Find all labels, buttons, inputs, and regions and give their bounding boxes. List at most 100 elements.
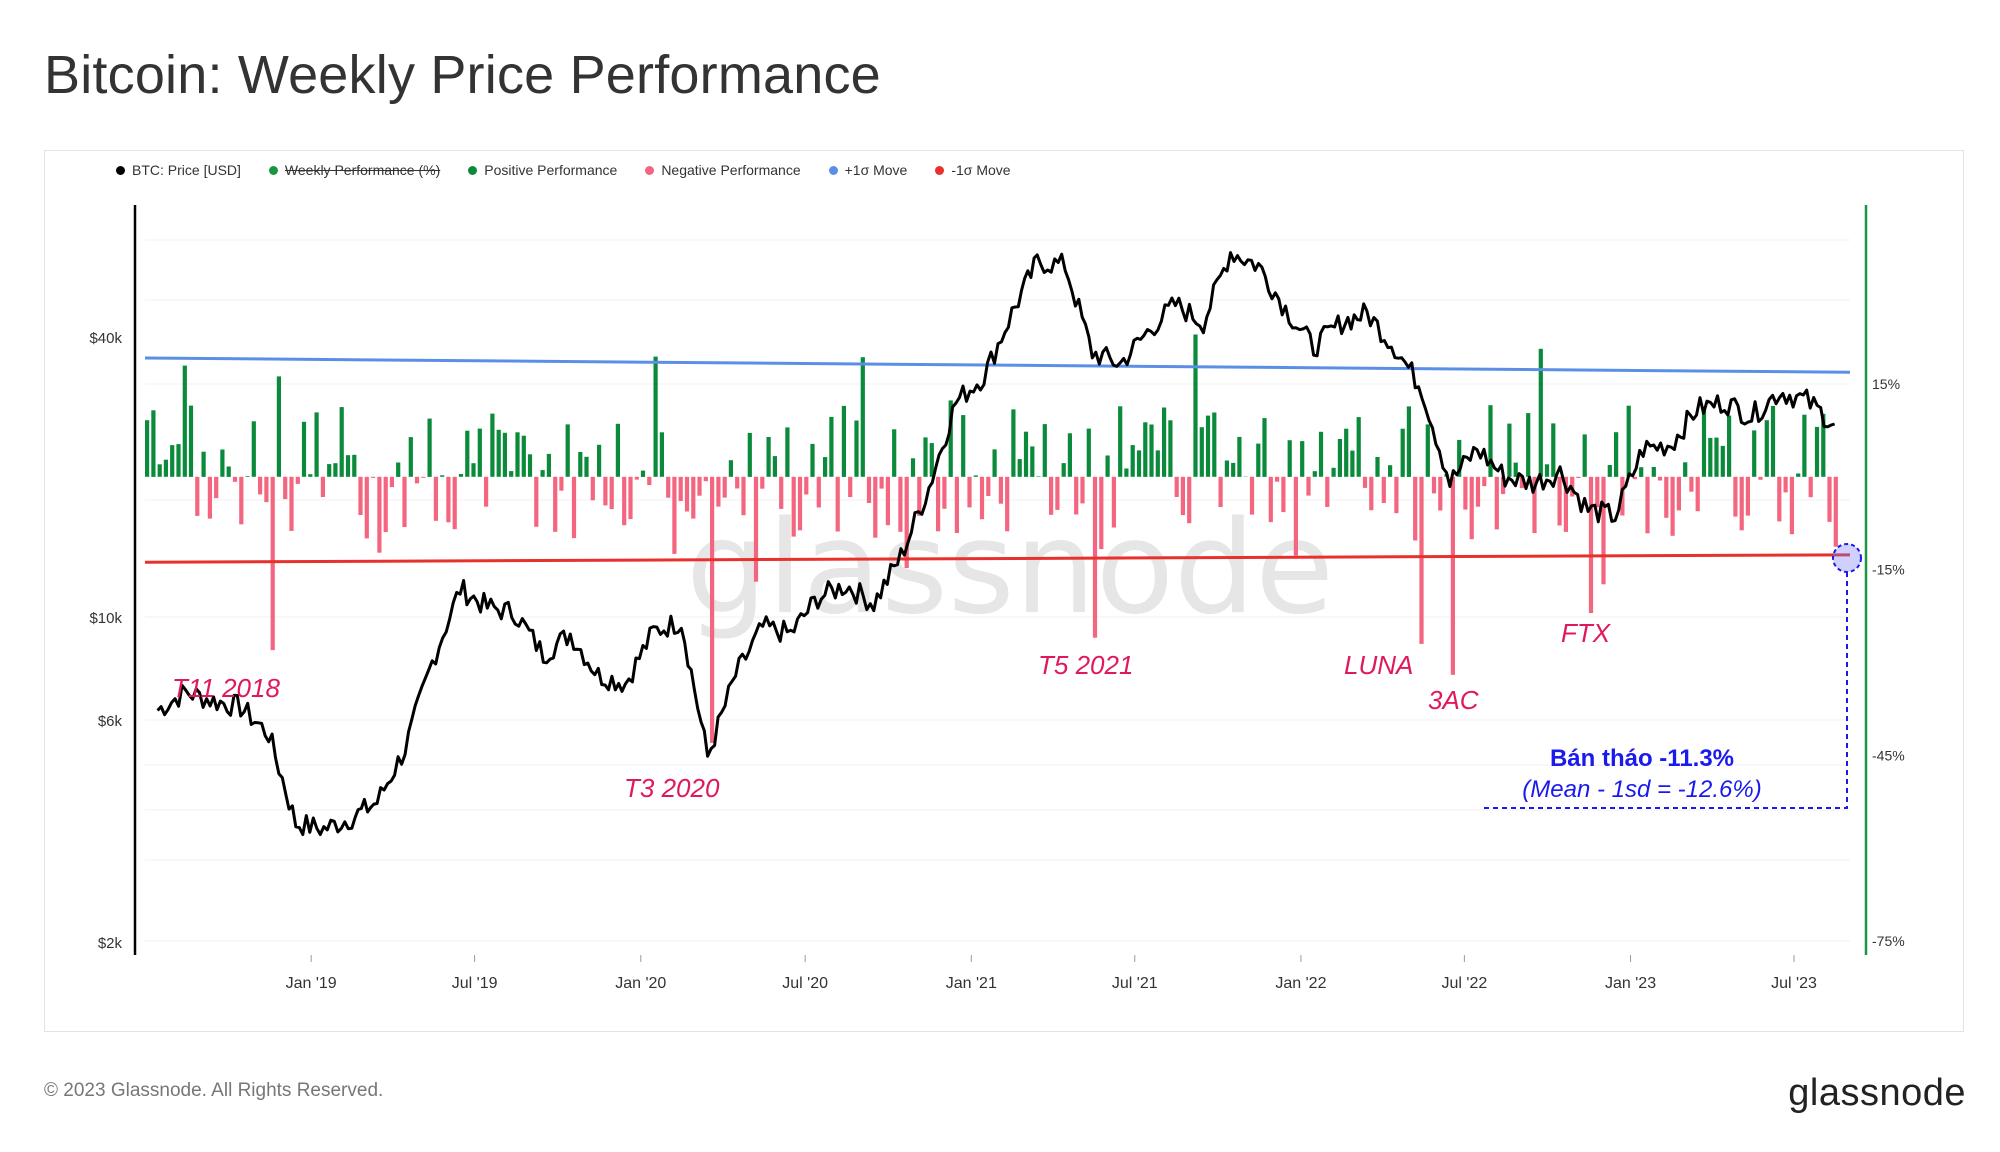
positive-bar [201,451,206,477]
negative-bar [797,476,803,531]
positive-bar [1193,334,1198,477]
negative-bar [1595,476,1600,508]
positive-bar [1400,428,1405,477]
negative-bar [433,476,438,521]
positive-bar [973,475,978,477]
positive-bar [948,400,953,477]
positive-bar [910,458,916,477]
chart-title: Bitcoin: Weekly Price Performance [44,45,881,105]
negative-bar [1413,476,1418,541]
legend-item-price[interactable]: BTC: Price [USD] [116,162,241,178]
negative-bar [779,476,784,509]
positive-bar [151,410,156,477]
legend-item-minus-sigma[interactable]: -1σ Move [935,162,1011,178]
positive-bar [182,365,187,477]
legend-item-positive[interactable]: Positive Performance [468,162,617,178]
negative-bar [942,476,947,509]
negative-bar [1275,476,1280,482]
positive-bar [502,432,507,477]
negative-bar [239,476,244,525]
negative-bar [603,476,608,506]
positive-bar [1551,423,1556,477]
annotation-ftx: FTX [1561,618,1612,648]
positive-bar [226,466,231,477]
positive-bar [615,423,620,477]
negative-bar [1325,476,1330,507]
positive-bar [1023,431,1029,477]
negative-bar [283,476,288,500]
negative-bar [816,476,821,508]
negative-bar [848,476,853,498]
positive-bar [1544,464,1550,477]
x-axis-tick: Jan '21 [946,975,997,992]
negative-bar [383,476,388,533]
positive-bar [1224,460,1229,477]
positive-bar [829,416,834,477]
negative-bar [791,476,796,537]
positive-bar [1714,437,1719,477]
positive-bar [458,474,464,477]
positive-bar [333,463,338,477]
positive-bar [1318,431,1324,477]
positive-bar [1607,465,1612,477]
legend-item-plus-sigma[interactable]: +1σ Move [828,162,907,178]
negative-bar [1055,476,1060,510]
negative-bar [753,476,759,582]
right-axis-tick: 15% [1872,376,1900,392]
positive-bar [314,412,319,477]
negative-bar [898,476,903,532]
positive-bar [1344,428,1349,477]
positive-bar [961,415,966,477]
negative-bar [1281,476,1286,513]
x-axis-tick: Jan '20 [615,975,666,992]
negative-bar [1745,476,1750,516]
negative-bar [1670,476,1675,536]
negative-bar [1187,476,1192,524]
positive-bar [1231,462,1236,477]
negative-bar [1783,476,1788,493]
negative-bar [904,476,909,568]
negative-bar [1005,476,1010,532]
negative-bar [722,476,727,498]
negative-bar [214,476,219,499]
positive-bar [515,432,520,477]
negative-bar [534,476,539,527]
positive-bar [810,443,815,477]
positive-bar [1388,465,1393,477]
negative-bar [1664,476,1669,518]
negative-bar [628,476,633,520]
positive-bar [992,449,997,477]
positive-bar [170,445,175,477]
latest-point-marker [1832,543,1862,573]
positive-bar [408,437,413,477]
positive-bar [1256,443,1261,477]
negative-bar [414,476,420,484]
negative-bar [1632,476,1637,480]
positive-bar [578,452,583,477]
positive-bar [1526,413,1531,477]
legend-item-weekly-performance[interactable]: Weekly Performance (%) [268,162,440,178]
positive-bar [1136,450,1142,477]
positive-bar [728,460,733,477]
positive-bar [157,464,162,477]
negative-bar [389,476,394,488]
positive-bar [1802,414,1807,477]
positive-bar [1086,428,1091,477]
positive-bar [1814,426,1820,477]
positive-bar [440,475,445,477]
positive-bar [929,443,934,477]
positive-bar [584,456,589,477]
positive-bar [923,437,928,477]
negative-bar [954,476,959,533]
annotation-luna: LUNA [1344,650,1413,680]
negative-bar [1588,476,1594,613]
negative-bar [866,476,872,503]
positive-bar [597,444,602,477]
callout-title: Bán tháo -11.3% [1550,745,1734,772]
annotation-t5-2021: T5 2021 [1038,650,1133,680]
legend-item-negative[interactable]: Negative Performance [645,162,801,178]
negative-bar [741,476,746,516]
positive-bar [1350,450,1355,477]
negative-bar [264,476,269,503]
negative-bar [804,476,809,495]
